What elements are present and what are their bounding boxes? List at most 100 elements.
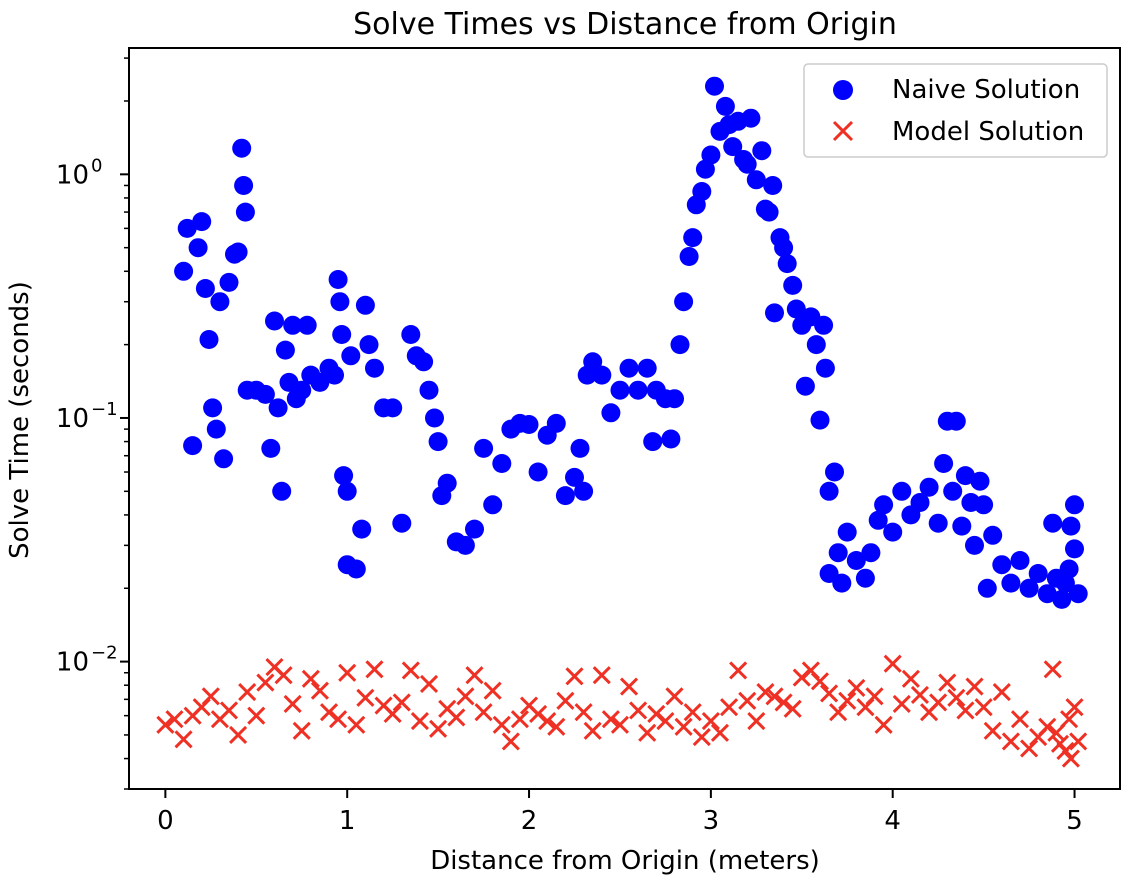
model-point xyxy=(747,712,766,731)
model-point xyxy=(883,654,902,673)
y-tick-label: 10 xyxy=(56,160,89,190)
model-point xyxy=(665,687,684,706)
model-point xyxy=(656,712,675,731)
model-point xyxy=(592,666,611,685)
model-point xyxy=(247,706,266,725)
naive-point xyxy=(283,315,303,335)
naive-point xyxy=(1068,584,1088,604)
naive-point xyxy=(474,438,494,458)
naive-point xyxy=(177,218,197,238)
naive-point xyxy=(325,365,344,385)
naive-point xyxy=(334,466,354,486)
naive-point xyxy=(219,272,239,292)
naive-point xyxy=(310,372,330,392)
legend-naive-marker xyxy=(833,80,853,100)
model-point xyxy=(274,666,293,685)
model-point xyxy=(810,672,830,691)
model-point xyxy=(756,682,775,702)
naive-point xyxy=(777,254,797,274)
x-tick-label: 0 xyxy=(157,806,174,836)
naive-point xyxy=(183,436,203,456)
naive-point xyxy=(825,462,844,482)
naive-point xyxy=(592,365,612,385)
legend-model-marker xyxy=(832,120,854,142)
naive-point xyxy=(705,76,724,96)
naive-point xyxy=(555,486,575,506)
naive-point xyxy=(465,519,484,539)
naive-point xyxy=(228,242,248,262)
model-point xyxy=(238,682,257,702)
naive-point xyxy=(199,330,219,349)
naive-point xyxy=(679,247,699,266)
naive-point xyxy=(1059,559,1079,579)
naive-point xyxy=(188,238,208,258)
naive-point xyxy=(763,176,783,195)
model-point xyxy=(1060,710,1079,729)
naive-point xyxy=(610,380,630,400)
model-point xyxy=(674,717,693,736)
naive-point xyxy=(292,380,312,400)
naive-point xyxy=(670,335,690,355)
model-point xyxy=(483,681,502,700)
naive-point xyxy=(723,137,743,157)
legend: Naive Solution Model Solution xyxy=(803,63,1108,158)
y-tick-label: 10 xyxy=(56,648,89,678)
chart-title: Solve Times vs Distance from Origin xyxy=(353,7,897,42)
naive-point xyxy=(275,340,295,360)
x-tick-label: 3 xyxy=(703,806,720,836)
naive-point xyxy=(574,481,594,501)
naive-point xyxy=(1043,513,1063,533)
naive-point xyxy=(234,176,254,195)
naive-point xyxy=(268,398,288,418)
naive-point xyxy=(341,346,361,366)
model-point xyxy=(410,712,429,731)
model-point xyxy=(229,725,248,745)
model-point xyxy=(174,730,193,749)
naive-point xyxy=(637,358,657,378)
model-point xyxy=(956,701,975,720)
naive-point xyxy=(828,543,848,563)
legend-model-label: Model Solution xyxy=(892,117,1084,147)
naive-point xyxy=(383,398,403,418)
model-point xyxy=(774,693,793,712)
naive-point xyxy=(570,438,590,458)
naive-point xyxy=(355,295,375,315)
naive-point xyxy=(692,182,712,201)
naive-point xyxy=(715,96,735,116)
legend-box xyxy=(803,63,1108,158)
model-point xyxy=(492,715,511,734)
naive-point xyxy=(1065,539,1084,559)
model-point xyxy=(1061,749,1080,768)
y-tick-exponent: −1 xyxy=(91,399,118,420)
model-point xyxy=(156,715,175,734)
naive-point xyxy=(492,454,512,473)
model-point xyxy=(729,661,748,680)
model-point xyxy=(538,712,557,731)
model-point xyxy=(347,715,366,734)
naive-point xyxy=(665,389,684,409)
naive-point xyxy=(337,481,357,501)
naive-point xyxy=(1065,495,1084,515)
naive-point xyxy=(934,454,954,473)
naive-point xyxy=(855,568,875,588)
naive-point xyxy=(746,170,766,190)
x-tick-label: 1 xyxy=(339,806,356,836)
naive-point xyxy=(210,292,230,312)
naive-point xyxy=(483,495,503,515)
model-point xyxy=(219,701,239,720)
model-point xyxy=(965,677,984,696)
x-tick-label: 4 xyxy=(884,806,901,836)
naive-point xyxy=(332,325,352,344)
y-tick-label: 10 xyxy=(56,404,89,434)
model-point xyxy=(401,661,420,680)
naive-point xyxy=(741,108,761,128)
naive-point xyxy=(365,358,384,378)
naive-point xyxy=(437,473,457,493)
naive-point xyxy=(206,419,226,439)
model-point xyxy=(1038,717,1057,736)
naive-point xyxy=(1001,573,1021,593)
model-point xyxy=(1010,710,1030,729)
model-point xyxy=(201,687,220,706)
model-point xyxy=(947,688,966,707)
